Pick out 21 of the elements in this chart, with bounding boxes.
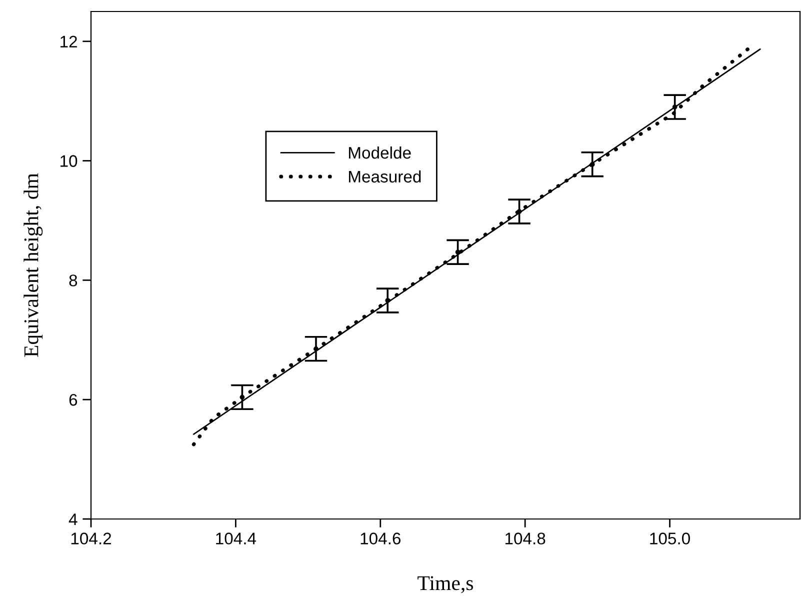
point bbox=[385, 298, 390, 303]
point bbox=[516, 209, 522, 214]
y-tick-label: 12 bbox=[60, 36, 77, 48]
y-tick-label: 6 bbox=[69, 394, 78, 406]
x-tick-label: 104.2 bbox=[71, 532, 112, 544]
x-tick-label: 105.0 bbox=[650, 532, 690, 544]
y-tick-label: 4 bbox=[68, 514, 78, 526]
x-tick-label: 104.6 bbox=[360, 532, 401, 544]
x-tick-label: 104.8 bbox=[506, 532, 546, 544]
point bbox=[240, 394, 245, 400]
legend-label: Measured bbox=[348, 170, 421, 183]
point bbox=[455, 250, 460, 255]
x-tick-label: 104.4 bbox=[216, 532, 256, 544]
y-tick-label: 8 bbox=[69, 274, 78, 286]
point bbox=[672, 104, 678, 110]
y-tick-label: 10 bbox=[60, 155, 78, 167]
x-axis-title: Time,s bbox=[418, 576, 474, 594]
y-axis-title: Equivalent height, dm bbox=[24, 173, 43, 357]
point bbox=[590, 162, 595, 167]
legend-label: Modelde bbox=[348, 146, 411, 159]
point bbox=[314, 346, 318, 352]
